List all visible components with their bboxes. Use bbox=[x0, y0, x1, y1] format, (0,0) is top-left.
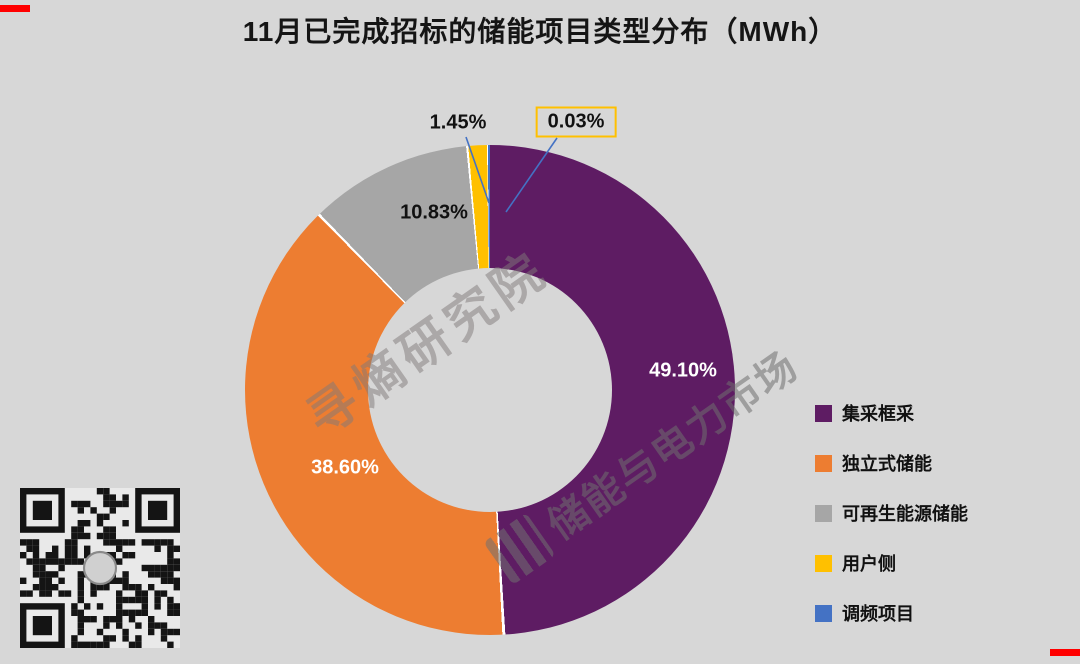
legend-swatch-orange bbox=[815, 454, 832, 472]
legend-label: 用户侧 bbox=[842, 554, 896, 574]
legend-item-jicaikuangcai: 集采框采 bbox=[815, 388, 968, 438]
legend-swatch-yellow bbox=[815, 554, 832, 572]
legend: 集采框采 独立式储能 可再生能源储能 用户侧 调频项目 bbox=[815, 388, 968, 638]
legend-item-dulishichuneng: 独立式储能 bbox=[815, 438, 968, 488]
legend-swatch-blue bbox=[815, 604, 832, 622]
red-mark-top-left bbox=[0, 5, 30, 12]
legend-item-tiaopinxiangmu: 调频项目 bbox=[815, 588, 968, 638]
legend-swatch-gray bbox=[815, 504, 832, 522]
red-mark-bottom-right bbox=[1050, 649, 1080, 656]
slice-label-blue-highlighted: 0.03% bbox=[535, 106, 617, 138]
qr-code bbox=[20, 488, 180, 648]
slice-label-orange: 38.60% bbox=[311, 456, 379, 479]
legend-item-kezaisheng: 可再生能源储能 bbox=[815, 488, 968, 538]
legend-swatch-purple bbox=[815, 404, 832, 422]
slice-label-purple: 49.10% bbox=[649, 359, 717, 382]
chart-title: 11月已完成招标的储能项目类型分布（MWh） bbox=[242, 16, 838, 47]
legend-label: 可再生能源储能 bbox=[842, 504, 968, 524]
donut-chart bbox=[245, 145, 735, 635]
slice-label-yellow: 1.45% bbox=[429, 111, 487, 134]
slice-label-gray: 10.83% bbox=[400, 201, 468, 224]
legend-label: 调频项目 bbox=[842, 604, 914, 624]
legend-label: 独立式储能 bbox=[842, 454, 932, 474]
legend-item-yonghuce: 用户侧 bbox=[815, 538, 968, 588]
legend-label: 集采框采 bbox=[842, 404, 914, 424]
